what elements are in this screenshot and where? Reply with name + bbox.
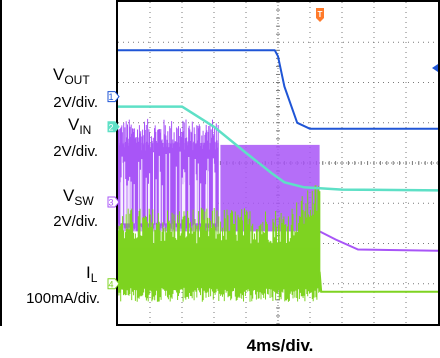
vout-label-sub: OUT: [64, 73, 90, 87]
svg-text:VSW: VSW: [63, 186, 94, 208]
channel-label-vsw: VSW 2V/div.: [53, 186, 98, 230]
il-ripple-core: [118, 247, 320, 288]
channel-marker-flag: [107, 278, 120, 290]
trigger-marker: T: [316, 8, 324, 22]
svg-text:IL: IL: [86, 263, 98, 285]
trigger-marker-label: T: [318, 10, 323, 19]
vsw-pulse-gaps: [120, 151, 216, 224]
channel-marker-flag: [107, 91, 120, 103]
channel-marker-number: 4: [108, 279, 113, 289]
channel-marker-flag: [107, 196, 120, 208]
vout-label-main: V: [53, 65, 65, 84]
channel-markers: 1 2 3 4: [107, 91, 120, 290]
channel-marker-vout: 1: [107, 91, 120, 103]
vsw-trace: [319, 230, 439, 252]
timebase-label: 4ms/div.: [247, 336, 314, 355]
channel-marker-vin: 2: [107, 121, 120, 133]
il-scale: 100mA/div.: [26, 290, 100, 307]
il-label-sub: L: [91, 271, 98, 285]
vsw-label-sub: SW: [74, 194, 94, 208]
svg-text:VIN: VIN: [68, 115, 91, 137]
channel-marker-flag: [107, 121, 120, 133]
vin-trace: [118, 105, 439, 192]
channel-label-vin: VIN 2V/div.: [53, 115, 98, 160]
vin-label-sub: IN: [79, 123, 91, 137]
vin-scale: 2V/div.: [53, 143, 98, 160]
channel-marker-number: 1: [108, 92, 113, 102]
channel-marker-number: 3: [108, 198, 113, 208]
vout-scale: 2V/div.: [53, 94, 98, 111]
channel-label-il: IL 100mA/div.: [26, 263, 100, 307]
svg-text:VOUT: VOUT: [53, 65, 90, 87]
channel-label-vout: VOUT 2V/div.: [53, 65, 98, 111]
vin-label-main: V: [68, 115, 80, 134]
trigger-level-icon: [432, 64, 438, 72]
il-label-main: I: [86, 263, 91, 282]
channel-marker-il: 4: [107, 278, 120, 290]
waveform-traces: [117, 49, 439, 302]
plot-frame: [116, 0, 440, 326]
channel-marker-number: 2: [108, 122, 113, 132]
vsw-label-main: V: [63, 186, 75, 205]
vout-trace: [118, 49, 438, 130]
vsw-scale: 2V/div.: [53, 213, 98, 230]
il-trace: [318, 271, 438, 293]
channel-marker-vsw: 3: [107, 196, 120, 208]
